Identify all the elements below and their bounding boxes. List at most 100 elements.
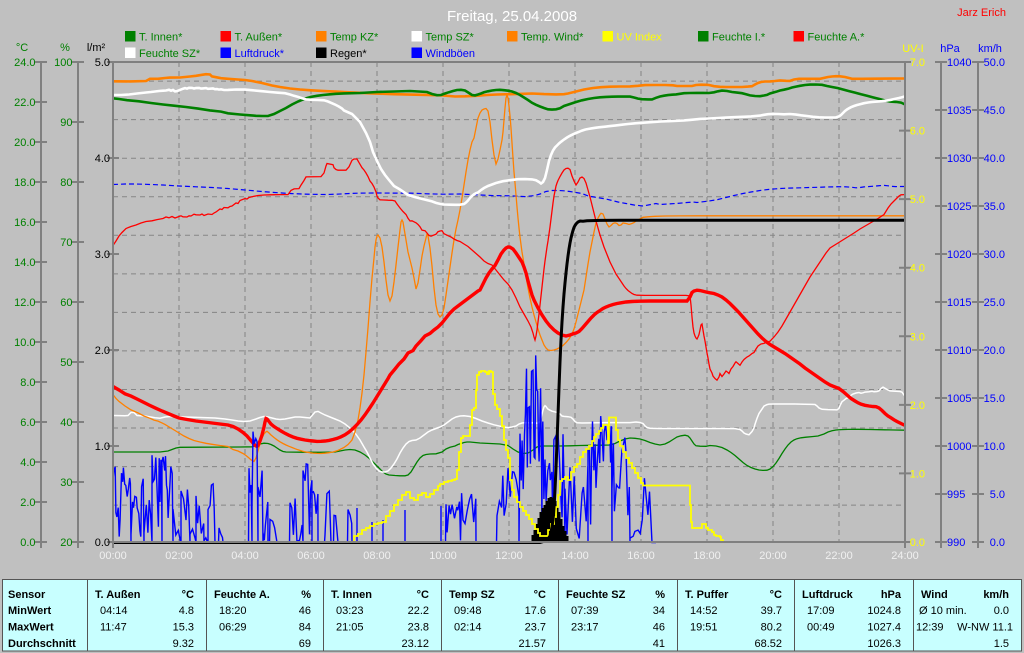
svg-text:Jarz Erich: Jarz Erich <box>957 7 1006 19</box>
svg-text:Freitag, 25.04.2008: Freitag, 25.04.2008 <box>447 8 577 25</box>
svg-text:10.0: 10.0 <box>984 441 1005 453</box>
svg-text:40: 40 <box>60 417 72 429</box>
svg-text:00:00: 00:00 <box>99 550 127 562</box>
svg-text:MinWert: MinWert <box>8 605 52 617</box>
svg-text:l/m²: l/m² <box>87 42 106 54</box>
svg-text:%: % <box>60 42 70 54</box>
svg-text:Durchschnitt: Durchschnitt <box>8 638 76 650</box>
svg-text:Ø 10 min.: Ø 10 min. <box>919 605 967 617</box>
svg-text:1005: 1005 <box>947 393 971 405</box>
svg-text:20:00: 20:00 <box>759 550 787 562</box>
svg-text:Feuchte A.*: Feuchte A.* <box>808 32 866 44</box>
svg-text:%: % <box>655 589 665 601</box>
svg-text:17:09: 17:09 <box>807 605 835 617</box>
svg-text:22:00: 22:00 <box>825 550 853 562</box>
svg-text:34: 34 <box>653 605 665 617</box>
svg-text:39.7: 39.7 <box>761 605 782 617</box>
svg-text:0.0: 0.0 <box>95 537 110 549</box>
svg-text:W-NW 11.1: W-NW 11.1 <box>957 622 1013 634</box>
svg-text:04:14: 04:14 <box>100 605 128 617</box>
svg-text:30: 30 <box>60 477 72 489</box>
svg-text:0.0: 0.0 <box>994 605 1009 617</box>
svg-text:°C: °C <box>534 589 546 601</box>
svg-text:1000: 1000 <box>947 441 971 453</box>
svg-text:80.2: 80.2 <box>761 622 782 634</box>
svg-text:2.0: 2.0 <box>910 400 925 412</box>
svg-text:23:17: 23:17 <box>571 622 599 634</box>
svg-text:80: 80 <box>60 177 72 189</box>
svg-text:8.0: 8.0 <box>20 377 35 389</box>
svg-text:0.0: 0.0 <box>20 537 35 549</box>
svg-text:T. Außen*: T. Außen* <box>235 32 283 44</box>
svg-text:22.2: 22.2 <box>408 605 429 617</box>
svg-text:18:00: 18:00 <box>693 550 721 562</box>
svg-text:4.0: 4.0 <box>20 457 35 469</box>
svg-text:1.5: 1.5 <box>994 638 1009 650</box>
svg-text:03:23: 03:23 <box>336 605 364 617</box>
svg-text:Temp KZ*: Temp KZ* <box>330 32 379 44</box>
svg-text:MaxWert: MaxWert <box>8 622 54 634</box>
svg-text:°C: °C <box>417 589 429 601</box>
svg-text:12:00: 12:00 <box>495 550 523 562</box>
svg-text:2.0: 2.0 <box>20 497 35 509</box>
svg-text:T. Außen: T. Außen <box>95 589 141 601</box>
svg-text:Temp SZ*: Temp SZ* <box>426 32 475 44</box>
svg-text:Wind: Wind <box>921 589 948 601</box>
svg-text:2.0: 2.0 <box>95 345 110 357</box>
svg-text:08:00: 08:00 <box>363 550 391 562</box>
svg-text:07:39: 07:39 <box>571 605 599 617</box>
svg-text:11:47: 11:47 <box>100 622 127 634</box>
svg-text:hPa: hPa <box>940 43 960 55</box>
svg-text:0.0: 0.0 <box>990 537 1005 549</box>
svg-text:10.0: 10.0 <box>14 337 35 349</box>
svg-text:km/h: km/h <box>978 43 1002 55</box>
svg-text:6.0: 6.0 <box>20 417 35 429</box>
svg-text:5.0: 5.0 <box>990 489 1005 501</box>
svg-text:UV Index: UV Index <box>617 32 663 44</box>
svg-text:Luftdruck: Luftdruck <box>802 589 854 601</box>
svg-text:6.0: 6.0 <box>910 126 925 138</box>
svg-text:18:20: 18:20 <box>219 605 247 617</box>
svg-text:70: 70 <box>60 237 72 249</box>
svg-text:45.0: 45.0 <box>984 105 1005 117</box>
svg-text:23.12: 23.12 <box>401 638 429 650</box>
svg-text:18.0: 18.0 <box>14 177 35 189</box>
svg-text:Windböen: Windböen <box>426 48 476 60</box>
svg-text:02:14: 02:14 <box>454 622 482 634</box>
svg-text:06:00: 06:00 <box>297 550 325 562</box>
svg-text:46: 46 <box>653 622 665 634</box>
svg-text:Feuchte I.*: Feuchte I.* <box>712 32 766 44</box>
svg-text:23.8: 23.8 <box>408 622 429 634</box>
svg-text:40.0: 40.0 <box>984 153 1005 165</box>
svg-text:15.3: 15.3 <box>173 622 194 634</box>
svg-text:30.0: 30.0 <box>984 249 1005 261</box>
svg-text:4.0: 4.0 <box>95 153 110 165</box>
svg-text:16.0: 16.0 <box>14 217 35 229</box>
svg-text:20: 20 <box>60 537 72 549</box>
svg-text:Sensor: Sensor <box>8 589 46 601</box>
svg-text:19:51: 19:51 <box>690 622 718 634</box>
svg-text:60: 60 <box>60 297 72 309</box>
svg-text:46: 46 <box>299 605 311 617</box>
svg-text:9.32: 9.32 <box>173 638 194 650</box>
svg-text:41: 41 <box>653 638 665 650</box>
svg-text:0.0: 0.0 <box>910 537 925 549</box>
svg-text:1026.3: 1026.3 <box>867 638 901 650</box>
svg-text:3.0: 3.0 <box>910 331 925 343</box>
svg-text:1035: 1035 <box>947 105 971 117</box>
svg-text:5.0: 5.0 <box>95 57 110 69</box>
svg-text:T. Puffer: T. Puffer <box>685 589 729 601</box>
svg-text:1020: 1020 <box>947 249 971 261</box>
svg-text:17.6: 17.6 <box>525 605 546 617</box>
svg-text:4.0: 4.0 <box>910 263 925 275</box>
svg-text:14:00: 14:00 <box>561 550 589 562</box>
svg-text:7.0: 7.0 <box>910 57 925 69</box>
svg-text:90: 90 <box>60 117 72 129</box>
svg-text:3.0: 3.0 <box>95 249 110 261</box>
svg-text:35.0: 35.0 <box>984 201 1005 213</box>
svg-text:02:00: 02:00 <box>165 550 193 562</box>
svg-text:995: 995 <box>947 489 965 501</box>
svg-text:Temp SZ: Temp SZ <box>449 589 495 601</box>
svg-text:100: 100 <box>54 57 72 69</box>
svg-text:4.8: 4.8 <box>179 605 194 617</box>
